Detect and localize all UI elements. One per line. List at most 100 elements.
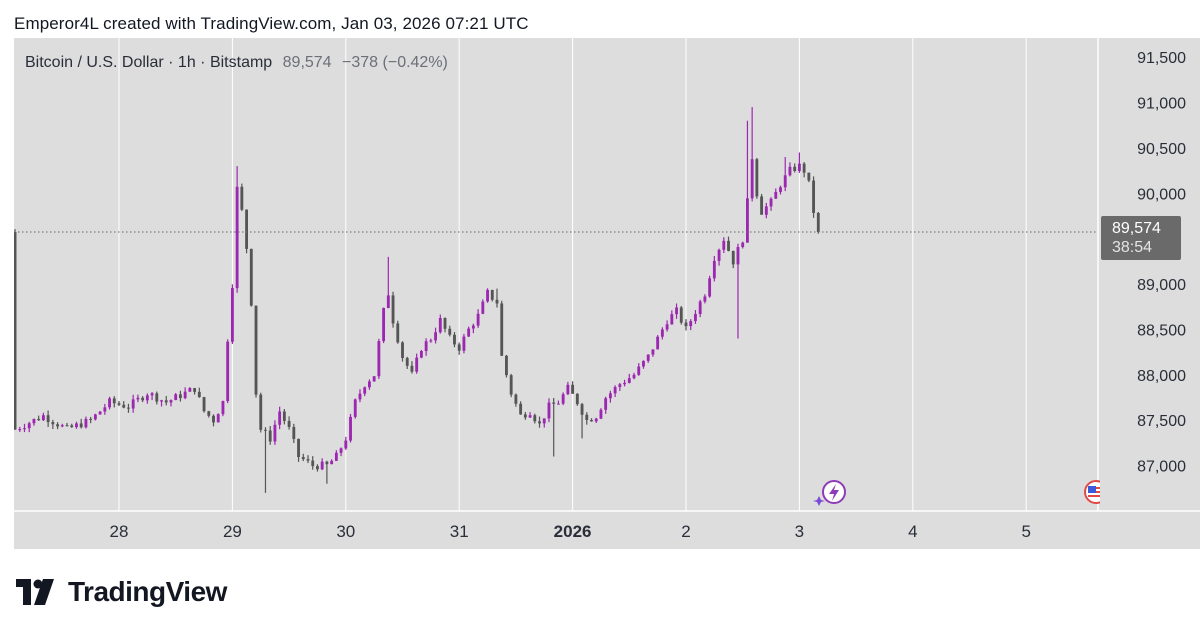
candle-body xyxy=(471,325,475,329)
candle xyxy=(367,379,371,390)
candle xyxy=(755,157,759,199)
candle xyxy=(202,396,206,413)
candle xyxy=(783,157,787,192)
candle-body xyxy=(608,393,612,399)
candle-body xyxy=(708,278,712,297)
candle xyxy=(197,387,201,398)
candle-body xyxy=(339,448,343,453)
candle xyxy=(656,335,660,350)
candle-body xyxy=(476,313,480,326)
us-flag-icon[interactable] xyxy=(1080,479,1100,505)
candle-body xyxy=(453,334,456,345)
candle-body xyxy=(84,418,88,428)
candle-body xyxy=(679,307,683,323)
candle xyxy=(122,401,126,409)
candle-body xyxy=(736,247,740,265)
candle-body xyxy=(594,418,598,422)
candle xyxy=(410,361,414,374)
candle xyxy=(727,236,730,252)
candle xyxy=(509,373,513,398)
candle-body xyxy=(174,394,178,401)
candle xyxy=(178,390,182,402)
candle xyxy=(793,163,797,173)
candle-body xyxy=(613,387,617,394)
candle xyxy=(769,197,773,211)
candle-body xyxy=(287,420,291,427)
candle xyxy=(297,438,300,462)
candle-body xyxy=(358,393,362,400)
candle xyxy=(353,398,357,419)
candle-body xyxy=(349,416,352,441)
candle-body xyxy=(802,163,806,173)
candle xyxy=(703,294,707,304)
candle-body xyxy=(131,399,135,409)
candle-body xyxy=(542,418,546,424)
symbol-description: Bitcoin / U.S. Dollar · 1h · Bitstamp xyxy=(25,54,273,71)
candles xyxy=(14,107,820,493)
candle-body xyxy=(764,206,768,215)
candle xyxy=(330,459,334,465)
candle-body xyxy=(259,394,263,430)
x-tick-label: 28 xyxy=(110,522,129,541)
candle-body xyxy=(500,303,504,356)
candle-body xyxy=(51,422,55,425)
candle-body xyxy=(429,340,433,342)
candle xyxy=(18,426,22,432)
candle-body xyxy=(141,397,145,401)
x-tick-label: 30 xyxy=(336,522,355,541)
candle-body xyxy=(188,388,192,392)
chart-area[interactable]: 87,000 87,500 88,000 88,500 89,000 90,000 90,5… xyxy=(14,38,1200,549)
candle-body xyxy=(353,399,357,417)
candle xyxy=(481,299,485,315)
candle xyxy=(259,392,263,433)
candle xyxy=(684,319,688,331)
candle-body xyxy=(216,414,220,423)
candle-body xyxy=(637,366,641,375)
candle-body xyxy=(660,329,664,337)
candle xyxy=(382,307,386,344)
candle xyxy=(665,320,669,332)
candle xyxy=(405,356,409,369)
brand-name: TradingView xyxy=(68,576,227,607)
candle xyxy=(98,411,102,415)
candle-body xyxy=(193,388,197,392)
candle-body xyxy=(65,425,69,427)
candle xyxy=(349,413,352,443)
candle xyxy=(41,412,45,422)
price-chart[interactable]: 87,000 87,500 88,000 88,500 89,000 90,000 90,5… xyxy=(14,38,1200,549)
candle xyxy=(556,400,560,405)
candle-body xyxy=(745,198,749,243)
candle-body xyxy=(750,159,754,199)
candle xyxy=(708,275,712,298)
candle-body xyxy=(689,321,693,327)
candle-body xyxy=(585,414,589,420)
candle xyxy=(245,209,249,254)
candle xyxy=(141,396,145,403)
candle-body xyxy=(127,407,130,409)
candle xyxy=(434,327,438,344)
bar-countdown: 38:54 xyxy=(1112,239,1153,256)
candle xyxy=(590,418,593,422)
candle xyxy=(807,172,811,183)
candle-body xyxy=(642,360,645,367)
candle xyxy=(722,237,726,253)
candle xyxy=(240,183,244,212)
candle-body xyxy=(731,250,735,265)
candle-body xyxy=(495,299,499,304)
candle-body xyxy=(75,423,78,428)
y-tick-label: 91,500 xyxy=(1137,50,1186,67)
candle-body xyxy=(197,391,201,398)
candle-body xyxy=(486,289,489,302)
candle xyxy=(797,152,801,173)
lightning-bolt-icon[interactable] xyxy=(812,478,850,508)
tradingview-logo[interactable]: TradingView xyxy=(16,574,227,610)
candle-body xyxy=(599,409,603,419)
y-tick-label: 89,000 xyxy=(1137,277,1186,294)
candle xyxy=(249,248,253,307)
candle-body xyxy=(538,421,541,424)
candle-body xyxy=(438,318,442,333)
candle xyxy=(476,309,480,328)
candle xyxy=(183,387,187,400)
candle-body xyxy=(467,328,471,337)
candle-body xyxy=(410,365,414,372)
